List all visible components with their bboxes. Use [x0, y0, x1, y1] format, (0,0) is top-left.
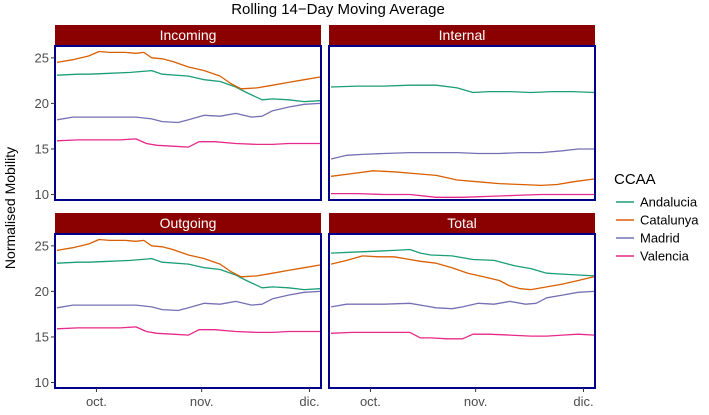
y-tick-label: 20 [35, 284, 49, 299]
series-line-valencia-internal [331, 192, 594, 198]
panel-total: Total oct. nov. dic. [328, 213, 596, 409]
series-line-andalucia-total [330, 248, 595, 277]
series-line-catalunya-outgoing [56, 238, 321, 278]
y-tick-label: 15 [35, 141, 49, 156]
series-line-valencia-total [330, 331, 595, 340]
legend-title: CCAA [614, 171, 656, 188]
series-line-madrid-total [330, 290, 595, 310]
x-tick-label: nov. [190, 394, 214, 409]
legend-label-andalucia: Andalucia [640, 195, 698, 210]
series-line-catalunya-incoming [56, 50, 321, 90]
panel-internal: Internal [328, 25, 596, 201]
x-tick-label: oct. [360, 394, 381, 409]
y-tick-label: 20 [35, 96, 49, 111]
series-line-madrid-internal [330, 148, 594, 160]
strip-label-internal: Internal [439, 27, 486, 43]
panel-border [54, 233, 322, 389]
panel-background [329, 46, 595, 200]
series-line-valencia-outgoing [56, 326, 320, 336]
series-line-madrid-outgoing [56, 290, 321, 312]
y-tick-label: 10 [35, 187, 49, 202]
y-tick-label: 10 [35, 375, 49, 390]
panel-border [54, 45, 322, 201]
legend: CCAA Andalucia Catalunya Madrid Valencia [614, 171, 699, 264]
y-tick-label: 15 [35, 329, 49, 344]
strip-total [329, 213, 595, 234]
strip-label-outgoing: Outgoing [160, 215, 217, 231]
series-line-catalunya-total [330, 255, 595, 291]
x-tick-label: dic. [573, 394, 593, 409]
facet-panels: Incoming 10 15 20 25 Internal Outgoing 10 15 20 25… [35, 25, 596, 409]
panel-border [328, 233, 596, 389]
series-line-madrid-incoming [56, 102, 321, 124]
x-tick-label: dic. [299, 394, 319, 409]
x-tick-label: nov. [464, 394, 488, 409]
panel-background [329, 234, 595, 388]
panel-outgoing: Outgoing 10 15 20 25 oct. nov. dic. [35, 213, 322, 409]
panel-background [55, 46, 321, 200]
series-line-catalunya-internal [330, 170, 595, 187]
panel-background [55, 234, 321, 388]
legend-label-catalunya: Catalunya [640, 213, 699, 228]
y-tick-label: 25 [35, 50, 49, 65]
chart-title: Rolling 14−Day Moving Average [231, 1, 445, 18]
panel-border [328, 45, 596, 201]
series-line-andalucia-internal [330, 84, 595, 94]
x-tick-label: oct. [86, 394, 107, 409]
series-line-andalucia-incoming [56, 69, 321, 103]
strip-outgoing [55, 213, 321, 234]
panel-incoming: Incoming 10 15 20 25 [35, 25, 322, 202]
strip-incoming [55, 25, 321, 46]
strip-label-total: Total [447, 215, 477, 231]
strip-internal [329, 25, 595, 46]
series-line-valencia-incoming [56, 138, 320, 148]
legend-label-madrid: Madrid [640, 231, 680, 246]
legend-label-valencia: Valencia [640, 249, 690, 264]
y-axis-title: Normalised Mobility [2, 147, 18, 269]
series-line-andalucia-outgoing [56, 257, 321, 291]
y-tick-label: 25 [35, 238, 49, 253]
strip-label-incoming: Incoming [160, 27, 217, 43]
